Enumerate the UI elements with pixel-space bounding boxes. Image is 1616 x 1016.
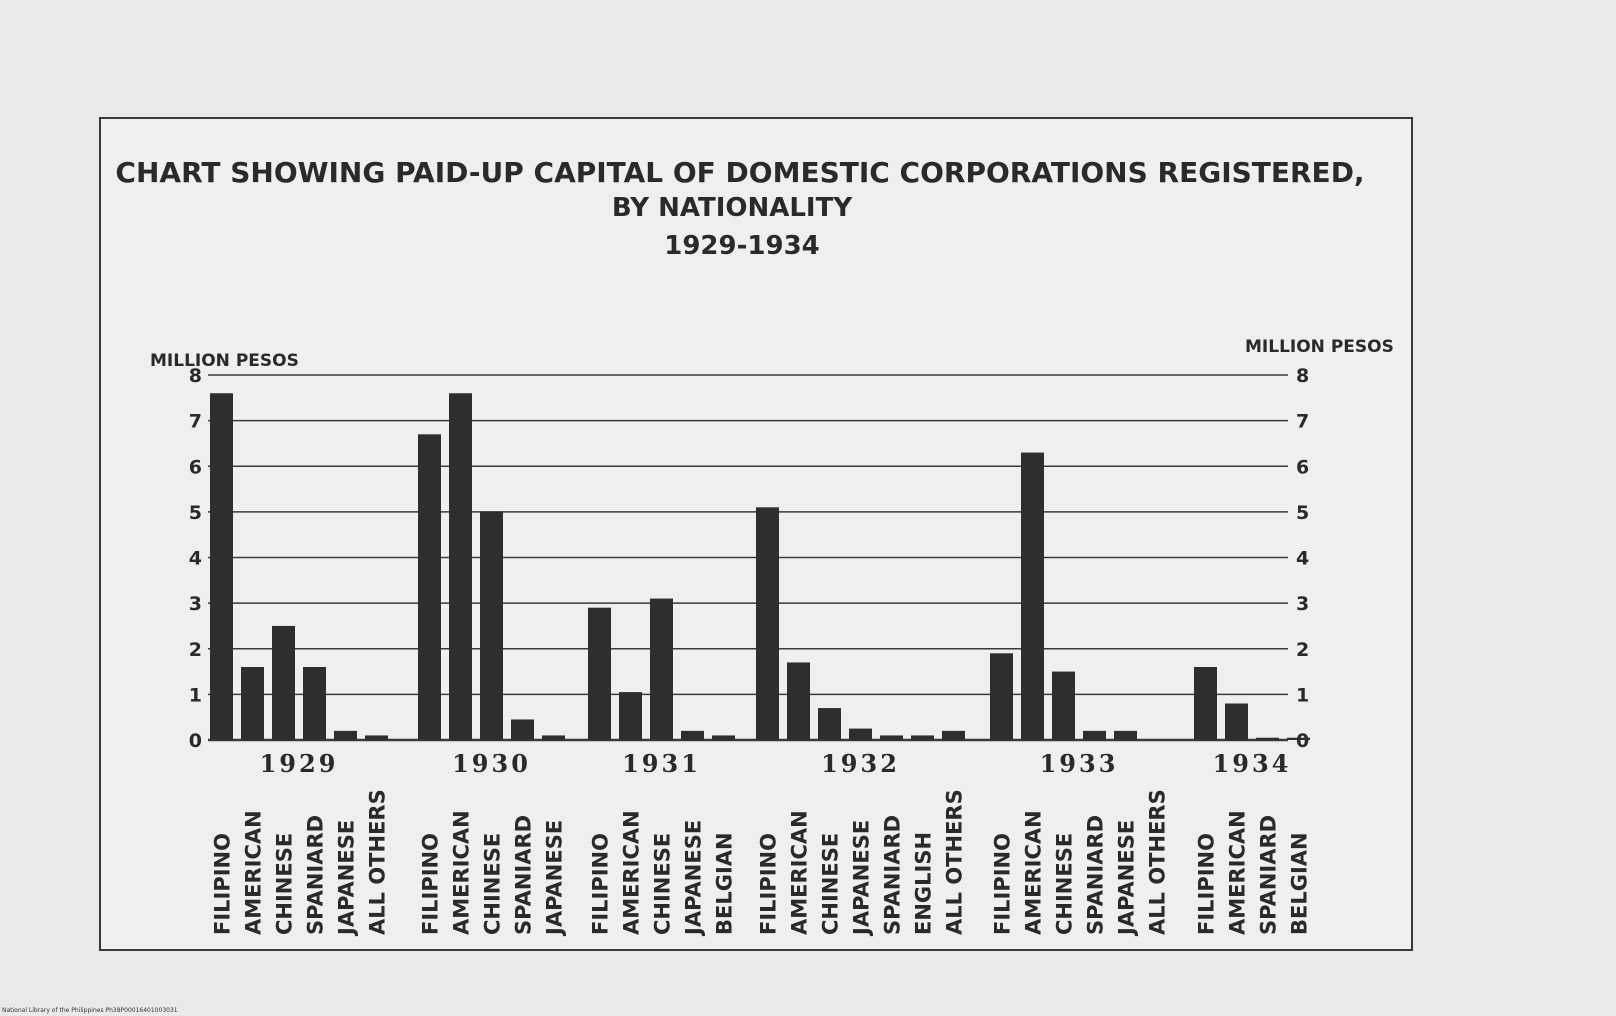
category-label-1933-all-others: ALL OTHERS: [1146, 789, 1170, 935]
category-label-1930-filipino: FILIPINO: [419, 833, 443, 935]
category-label-1932-chinese: CHINESE: [819, 833, 843, 935]
chart-years: 1929-1934: [664, 231, 820, 261]
bar-1932-english: [911, 735, 934, 740]
bar-1933-filipino: [990, 653, 1013, 740]
category-label-1931-japanese: JAPANESE: [682, 820, 706, 937]
year-label-1929: 1929: [260, 749, 339, 778]
year-label-1930: 1930: [452, 749, 531, 778]
y-tick-left-8: 8: [189, 365, 202, 387]
bar-1931-chinese: [650, 598, 673, 740]
bar-1932-american: [787, 662, 810, 740]
y-tick-right-4: 4: [1296, 548, 1309, 570]
category-label-1932-filipino: FILIPINO: [757, 833, 781, 935]
bar-1931-american: [619, 692, 642, 740]
bar-1929-japanese: [334, 730, 357, 740]
category-label-1931-chinese: CHINESE: [651, 833, 675, 935]
category-label-1933-american: AMERICAN: [1022, 810, 1046, 935]
bar-1932-japanese: [849, 728, 872, 740]
category-label-1934-spaniard: SPANIARD: [1257, 815, 1281, 935]
y-tick-left-7: 7: [189, 411, 202, 433]
bar-1931-belgian: [712, 735, 735, 740]
y-tick-left-6: 6: [189, 456, 202, 478]
category-label-1929-spaniard: SPANIARD: [304, 815, 328, 935]
category-label-1934-american: AMERICAN: [1226, 810, 1250, 935]
y-tick-right-0: 0: [1296, 730, 1309, 752]
y-tick-right-3: 3: [1296, 593, 1309, 615]
y-tick-right-5: 5: [1296, 502, 1309, 524]
bar-1929-spaniard: [303, 667, 326, 740]
y-tick-right-6: 6: [1296, 456, 1309, 478]
chart-title: CHART SHOWING PAID-UP CAPITAL OF DOMESTI…: [115, 156, 1364, 189]
y-tick-right-8: 8: [1296, 365, 1309, 387]
category-label-1932-american: AMERICAN: [788, 810, 812, 935]
y-tick-left-5: 5: [189, 502, 202, 524]
bar-1931-japanese: [681, 730, 704, 740]
bar-1932-chinese: [818, 708, 841, 740]
bar-1932-spaniard: [880, 735, 903, 740]
y-tick-right-7: 7: [1296, 411, 1309, 433]
category-label-1933-japanese: JAPANESE: [1115, 820, 1139, 937]
y-tick-left-3: 3: [189, 593, 202, 615]
bar-1930-chinese: [480, 511, 503, 740]
year-label-1932: 1932: [821, 749, 900, 778]
category-label-1933-filipino: FILIPINO: [991, 833, 1015, 935]
bar-1929-filipino: [210, 393, 233, 740]
chart-subtitle: BY NATIONALITY: [612, 193, 854, 223]
category-label-1933-chinese: CHINESE: [1053, 833, 1077, 935]
y-tick-left-1: 1: [189, 684, 202, 706]
y-tick-left-2: 2: [189, 639, 202, 661]
category-label-1934-belgian: BELGIAN: [1288, 832, 1312, 935]
category-label-1932-japanese: JAPANESE: [850, 820, 874, 937]
category-label-1930-american: AMERICAN: [450, 810, 474, 935]
category-label-1930-japanese: JAPANESE: [543, 820, 567, 937]
category-label-1929-all-others: ALL OTHERS: [366, 789, 390, 935]
category-label-1929-chinese: CHINESE: [273, 833, 297, 935]
category-label-1934-filipino: FILIPINO: [1195, 833, 1219, 935]
bar-1934-american: [1225, 703, 1248, 740]
bar-1929-american: [241, 667, 264, 740]
category-label-1929-filipino: FILIPINO: [211, 833, 235, 935]
bar-1932-all-others: [942, 730, 965, 740]
bar-1930-spaniard: [511, 719, 534, 740]
category-label-1929-american: AMERICAN: [242, 810, 266, 935]
bar-1929-chinese: [272, 625, 295, 740]
year-label-1934: 1934: [1213, 749, 1292, 778]
bar-1931-filipino: [588, 607, 611, 740]
footer-caption: National Library of the Philippines Ph38…: [2, 1007, 178, 1014]
bar-1933-spaniard: [1083, 730, 1106, 740]
category-label-1929-japanese: JAPANESE: [335, 820, 359, 937]
category-label-1931-american: AMERICAN: [620, 810, 644, 935]
category-label-1932-english: ENGLISH: [912, 832, 936, 935]
category-label-1932-spaniard: SPANIARD: [881, 815, 905, 935]
bar-1934-belgian: [1287, 737, 1310, 740]
category-label-1930-spaniard: SPANIARD: [512, 815, 536, 935]
category-label-1933-spaniard: SPANIARD: [1084, 815, 1108, 935]
year-label-1931: 1931: [622, 749, 701, 778]
y-tick-left-0: 0: [189, 730, 202, 752]
bar-1932-filipino: [756, 507, 779, 740]
bar-1933-chinese: [1052, 671, 1075, 740]
category-label-1932-all-others: ALL OTHERS: [943, 789, 967, 935]
category-label-1930-chinese: CHINESE: [481, 833, 505, 935]
bar-1930-american: [449, 393, 472, 740]
year-label-1933: 1933: [1040, 749, 1119, 778]
category-label-1931-belgian: BELGIAN: [713, 832, 737, 935]
bar-1930-japanese: [542, 735, 565, 740]
y-tick-right-2: 2: [1296, 639, 1309, 661]
bar-1933-american: [1021, 452, 1044, 740]
bar-1933-japanese: [1114, 730, 1137, 740]
category-label-1931-filipino: FILIPINO: [589, 833, 613, 935]
y-axis-label-left: MILLION PESOS: [150, 351, 299, 371]
bar-1930-filipino: [418, 434, 441, 740]
bar-1929-all-others: [365, 735, 388, 740]
y-tick-right-1: 1: [1296, 684, 1309, 706]
bar-1934-filipino: [1194, 667, 1217, 740]
bar-1934-spaniard: [1256, 737, 1279, 740]
y-tick-left-4: 4: [189, 548, 202, 570]
y-axis-label-right: MILLION PESOS: [1245, 337, 1394, 357]
